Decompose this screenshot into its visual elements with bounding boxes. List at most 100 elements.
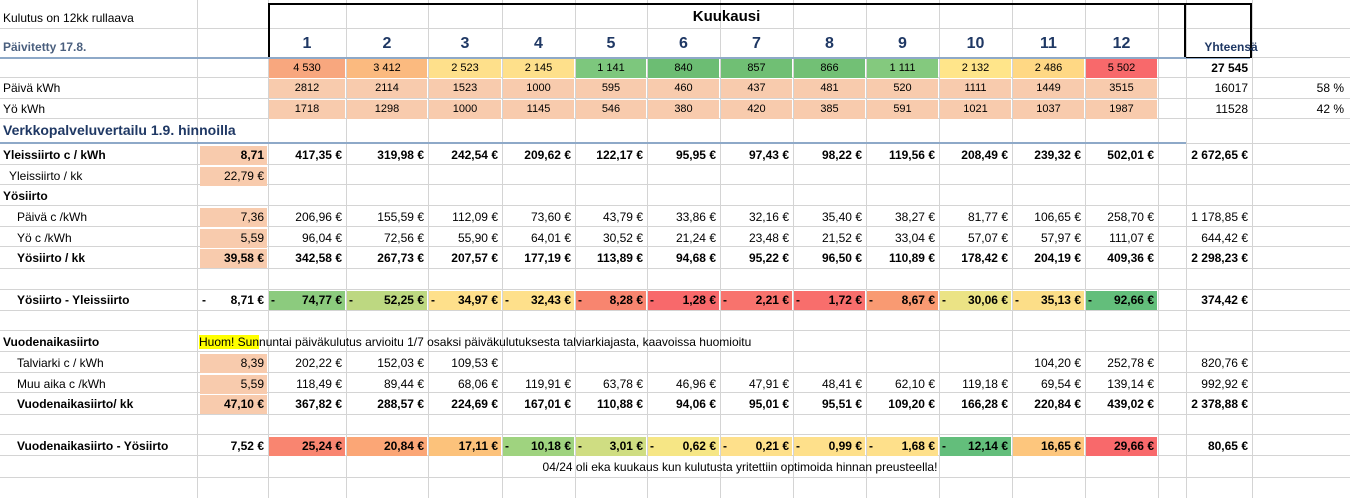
usage-color-fill — [347, 59, 427, 78]
winter-cost-cell — [866, 353, 939, 373]
time-night-cost-cell: 111,07 € — [1109, 231, 1154, 245]
day-kwh-cell: 1449 — [1036, 82, 1061, 94]
other-cost-cell: 63,78 € — [602, 377, 643, 391]
general-cost-cell: 209,62 € — [524, 148, 571, 162]
night-kwh-fill — [1013, 100, 1084, 119]
column-gridline — [647, 0, 648, 498]
diff1-sum: 374,42 € — [1201, 293, 1248, 307]
diff2-color-fill — [503, 437, 574, 456]
rate-cell-fill — [200, 146, 267, 165]
seasonal-note-text: nuntai päiväkulutus arvioitu 1/7 osaksi … — [259, 335, 752, 349]
diff1-sign: - — [942, 293, 946, 307]
winter-cost-cell — [502, 353, 575, 373]
diff1-sign: - — [869, 293, 873, 307]
diff2-color-fill — [269, 437, 345, 456]
other-cost-cell: 48,41 € — [821, 377, 862, 391]
other-cost-cell: 119,91 € — [525, 377, 571, 391]
night-kwh-cell: 380 — [674, 103, 693, 115]
time-monthly-cost-cell: 96,50 € — [821, 251, 862, 265]
diff1-cell: 52,25 € — [383, 293, 424, 307]
row-gridline — [0, 477, 1350, 478]
winter-sum: 820,76 € — [1201, 356, 1248, 370]
diff1-cell: 34,97 € — [457, 293, 498, 307]
column-gridline — [197, 0, 198, 498]
usage-total-cell: 2 486 — [1034, 62, 1063, 74]
day-kwh-fill — [867, 79, 938, 98]
time-night-cost-cell: 57,07 € — [967, 231, 1008, 245]
diff1-color-fill — [940, 291, 1011, 310]
diff1-color-fill — [576, 291, 646, 310]
day-kwh-fill — [648, 79, 719, 98]
winter-cost-cell — [575, 353, 647, 373]
time-day-rate: 7,36 — [240, 210, 264, 224]
other-cost-cell: 139,14 € — [1107, 377, 1154, 391]
diff1-cell: 2,21 € — [755, 293, 789, 307]
diff2-sign: - — [650, 439, 654, 453]
diff1-color-fill — [721, 291, 792, 310]
seasonal-section-label: Vuodenaikasiirto — [3, 335, 100, 349]
night-share: 42 % — [1316, 102, 1344, 116]
other-cost-cell: 68,06 € — [457, 377, 498, 391]
night-kwh-cell: 1987 — [1109, 103, 1134, 115]
usage-color-fill — [1086, 59, 1157, 78]
month-header: 8 — [825, 35, 834, 52]
day-kwh-fill — [269, 79, 345, 98]
day-kwh-sum: 16017 — [1214, 81, 1248, 95]
diff2-color-fill — [347, 437, 427, 456]
time-night-cost-cell: 55,90 € — [457, 231, 498, 245]
row-gridline — [0, 414, 1350, 415]
usage-total-cell: 2 523 — [451, 62, 479, 74]
time-monthly-cost-cell: 110,89 € — [888, 251, 935, 265]
diff1-sign: - — [723, 293, 727, 307]
winter-cost-cell: 104,20 € — [1034, 356, 1081, 370]
day-kwh-cell: 1111 — [964, 82, 987, 94]
seasonal-monthly-cost-cell: 288,57 € — [377, 397, 424, 411]
night-kwh-cell: 385 — [820, 103, 839, 115]
other-rate: 5,59 — [240, 377, 264, 391]
seasonal-monthly-cost-cell: 109,20 € — [888, 397, 935, 411]
rate-cell-fill — [200, 354, 267, 373]
night-kwh-cell: 546 — [601, 103, 621, 115]
header-border-right — [1250, 3, 1252, 58]
other-cost-cell: 119,18 € — [962, 377, 1008, 391]
diff2-cell: 0,21 € — [755, 439, 789, 453]
column-gridline — [939, 0, 940, 498]
column-gridline — [1252, 0, 1253, 498]
month-header: 9 — [898, 35, 907, 52]
month-header: 12 — [1112, 35, 1131, 52]
day-kwh-fill — [1013, 79, 1084, 98]
night-kwh-cell: 591 — [893, 103, 912, 115]
day-kwh-cell: 3515 — [1109, 82, 1134, 94]
time-day-cost-cell: 43,79 € — [602, 210, 643, 224]
day-kwh-cell: 460 — [674, 82, 693, 94]
day-kwh-cell: 1523 — [452, 82, 478, 94]
diff1-color-fill — [1013, 291, 1084, 310]
seasonal-monthly-fee: 47,10 € — [223, 397, 264, 411]
note-updated: Päivitetty 17.8. — [3, 40, 87, 54]
night-kwh-fill — [1086, 100, 1157, 119]
day-kwh-cell: 520 — [893, 82, 912, 94]
night-kwh-cell: 1000 — [452, 103, 478, 115]
time-monthly-cost-cell: 177,19 € — [524, 251, 571, 265]
usage-color-fill — [721, 59, 792, 78]
diff2-color-fill — [940, 437, 1011, 456]
diff2-sign: - — [942, 439, 946, 453]
seasonal-monthly-cost-cell: 367,82 € — [295, 397, 342, 411]
time-night-cost-cell: 57,97 € — [1040, 231, 1081, 245]
other-sum: 992,92 € — [1201, 377, 1248, 391]
usage-total-cell: 2 145 — [524, 62, 553, 74]
day-kwh-cell: 2114 — [375, 82, 399, 94]
general-cost-cell: 242,54 € — [451, 148, 498, 162]
winter-cost-cell: 109,53 € — [451, 356, 498, 370]
row-gridline — [0, 226, 1350, 227]
diff1-sign: - — [578, 293, 582, 307]
day-kwh-cell: 1000 — [526, 82, 551, 94]
time-monthly-cost-cell: 94,68 € — [675, 251, 716, 265]
night-kwh-fill — [347, 100, 427, 119]
diff2-color-fill — [721, 437, 792, 456]
night-kwh-cell: 1037 — [1036, 103, 1061, 115]
diff2-color-fill — [576, 437, 646, 456]
diff2-cell: 3,01 € — [609, 439, 643, 453]
diff1-sign: - — [349, 293, 353, 307]
